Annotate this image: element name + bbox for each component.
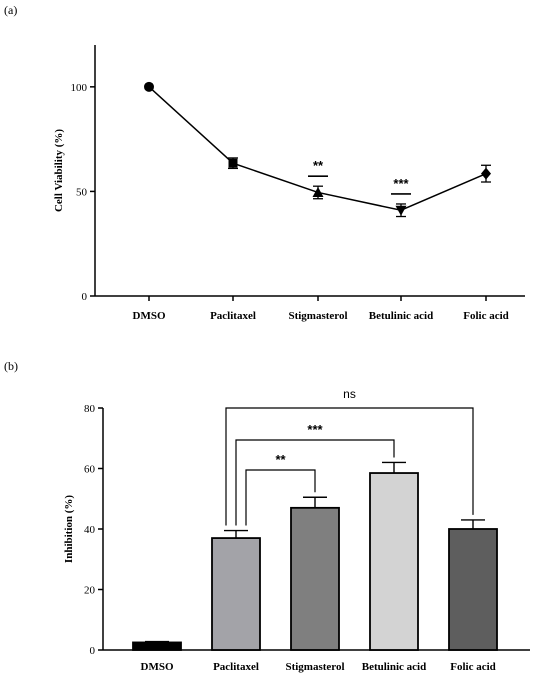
x-tick-label: Betulinic acid	[369, 310, 433, 322]
y-tick-label: 40	[84, 524, 96, 536]
data-point	[395, 205, 407, 216]
comparison-bracket	[225, 407, 474, 526]
panel-b-label: (b)	[4, 359, 18, 373]
bar	[369, 472, 419, 651]
chart-a: 0 50 100 DMSO Paclitaxel Stigmasterol Betulini…	[53, 45, 525, 322]
x-tick-label: Stigmasterol	[288, 310, 347, 322]
bar	[132, 641, 182, 651]
comparison-label: ns	[343, 387, 356, 401]
x-tick-label: Paclitaxel	[210, 310, 256, 322]
bar	[290, 506, 340, 651]
comparison-label: **	[275, 452, 286, 467]
data-point	[228, 158, 238, 168]
data-point	[144, 81, 154, 92]
x-tick-label: Folic acid	[450, 661, 496, 673]
chart-b: 0 20 40 60 80 Inhibition (%) DMSO Paclitaxel Sti…	[63, 387, 530, 673]
x-tick-label: Stigmasterol	[285, 661, 344, 673]
significance-label: ***	[393, 176, 409, 191]
data-point	[312, 186, 324, 197]
data-point	[481, 167, 491, 180]
y-tick-label: 100	[71, 82, 88, 94]
y-tick-label: 0	[90, 645, 96, 657]
panel-a-label: (a)	[4, 3, 17, 17]
y-tick-label: 20	[84, 585, 96, 597]
y-axis-label: Inhibition (%)	[63, 495, 75, 563]
x-tick-label: Betulinic acid	[362, 661, 426, 673]
x-tick-label: DMSO	[141, 661, 174, 673]
comparison-label: ***	[307, 422, 323, 437]
x-tick-label: Folic acid	[463, 310, 509, 322]
comparison-bracket	[245, 469, 316, 526]
comparison-bracket	[235, 439, 395, 526]
y-tick-label: 0	[82, 291, 88, 303]
y-axis-label: Cell Viability (%)	[53, 129, 65, 212]
bar	[448, 528, 498, 651]
y-tick-label: 50	[76, 186, 88, 198]
significance-label: **	[313, 158, 324, 173]
x-tick-label: Paclitaxel	[213, 661, 259, 673]
y-tick-label: 60	[84, 464, 96, 476]
x-tick-label: DMSO	[133, 310, 166, 322]
bar	[211, 537, 261, 651]
y-tick-label: 80	[84, 403, 96, 415]
